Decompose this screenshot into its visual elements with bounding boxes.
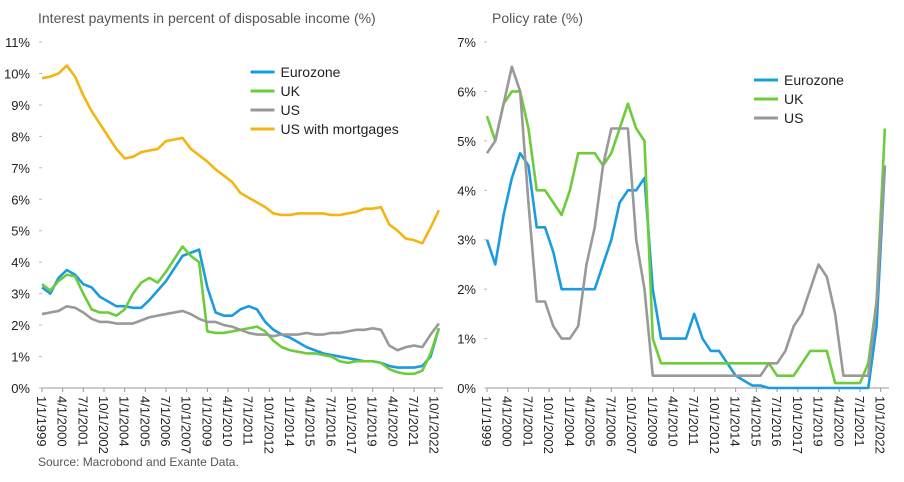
- legend-label: Eurozone: [784, 72, 844, 88]
- x-tick-label: 4/1/2005: [137, 396, 152, 447]
- x-tick-label: 1/1/1999: [34, 396, 49, 447]
- y-tick-label: 2%: [457, 282, 476, 297]
- y-tick-label: 4%: [11, 255, 30, 270]
- x-tick-label: 7/1/2011: [686, 396, 701, 446]
- y-tick-label: 8%: [11, 129, 30, 144]
- x-tick-label: 7/1/2006: [603, 396, 618, 447]
- series-line: [41, 64, 441, 245]
- y-tick-label: 1%: [11, 350, 30, 365]
- chart-title: Interest payments in percent of disposab…: [38, 10, 376, 26]
- x-tick-label: 4/1/2005: [583, 396, 598, 447]
- x-tick-label: 1/1/2004: [562, 396, 577, 447]
- x-tick-label: 10/1/2007: [624, 396, 639, 454]
- y-tick-label: 10%: [4, 66, 30, 81]
- x-tick-label: 10/1/2002: [541, 396, 556, 454]
- y-tick-label: 3%: [457, 233, 476, 248]
- y-tick-label: 6%: [11, 192, 30, 207]
- legend-label: UK: [281, 83, 301, 99]
- legend-label: US with mortgages: [281, 121, 399, 137]
- x-tick-label: 4/1/2010: [665, 396, 680, 447]
- y-tick-label: 7%: [457, 35, 476, 50]
- x-tick-label: 4/1/2015: [303, 396, 318, 447]
- x-tick-label: 1/1/2009: [199, 396, 214, 447]
- x-tick-label: 4/1/2010: [220, 396, 235, 447]
- y-tick-label: 5%: [11, 224, 30, 239]
- x-tick-label: 10/1/2017: [790, 396, 805, 454]
- x-tick-label: 10/1/2022: [427, 396, 442, 454]
- x-tick-label: 1/1/2014: [728, 396, 743, 447]
- legend-label: Eurozone: [281, 64, 341, 80]
- x-tick-label: 10/1/2007: [179, 396, 194, 454]
- x-tick-label: 1/1/2004: [117, 396, 132, 447]
- series-line: [485, 90, 887, 385]
- series-line: [41, 304, 440, 352]
- chart-title: Policy rate (%): [492, 10, 583, 26]
- legend-label: US: [281, 102, 300, 118]
- y-tick-label: 0%: [457, 381, 476, 396]
- x-tick-label: 4/1/2020: [831, 396, 846, 447]
- y-tick-label: 0%: [11, 381, 30, 396]
- y-tick-label: 7%: [11, 161, 30, 176]
- series-line: [485, 65, 887, 377]
- x-tick-label: 7/1/2016: [323, 396, 338, 447]
- x-tick-label: 7/1/2006: [158, 396, 173, 447]
- y-tick-label: 4%: [457, 183, 476, 198]
- y-tick-label: 5%: [457, 134, 476, 149]
- x-tick-label: 7/1/2016: [769, 396, 784, 447]
- x-tick-label: 10/1/2002: [96, 396, 111, 454]
- y-tick-label: 2%: [11, 318, 30, 333]
- x-tick-label: 1/1/2009: [645, 396, 660, 447]
- x-tick-label: 7/1/2021: [406, 396, 421, 447]
- y-tick-label: 1%: [457, 332, 476, 347]
- x-tick-label: 4/1/2015: [748, 396, 763, 447]
- x-tick-label: 10/1/2017: [344, 396, 359, 454]
- source-note: Source: Macrobond and Exante Data.: [38, 455, 239, 469]
- series-line: [485, 151, 887, 390]
- x-tick-label: 10/1/2012: [707, 396, 722, 454]
- x-tick-label: 4/1/2020: [385, 396, 400, 447]
- x-tick-label: 4/1/2000: [55, 396, 70, 447]
- y-tick-label: 6%: [457, 84, 476, 99]
- legend-label: UK: [784, 91, 804, 107]
- x-tick-label: 7/1/2021: [852, 396, 867, 447]
- x-tick-label: 1/1/2019: [365, 396, 380, 447]
- x-tick-label: 1/1/2019: [811, 396, 826, 447]
- y-tick-label: 3%: [11, 287, 30, 302]
- y-tick-label: 11%: [5, 35, 30, 50]
- x-tick-label: 1/1/1999: [479, 396, 494, 447]
- y-tick-label: 9%: [11, 98, 30, 113]
- legend-label: US: [784, 110, 803, 126]
- x-tick-label: 10/1/2012: [261, 396, 276, 454]
- x-tick-label: 4/1/2000: [500, 396, 515, 447]
- series-line: [41, 248, 441, 369]
- x-tick-label: 7/1/2001: [75, 396, 90, 447]
- x-tick-label: 1/1/2014: [282, 396, 297, 447]
- x-tick-label: 7/1/2011: [241, 396, 256, 446]
- x-tick-label: 10/1/2022: [873, 396, 888, 454]
- x-tick-label: 7/1/2001: [520, 396, 535, 447]
